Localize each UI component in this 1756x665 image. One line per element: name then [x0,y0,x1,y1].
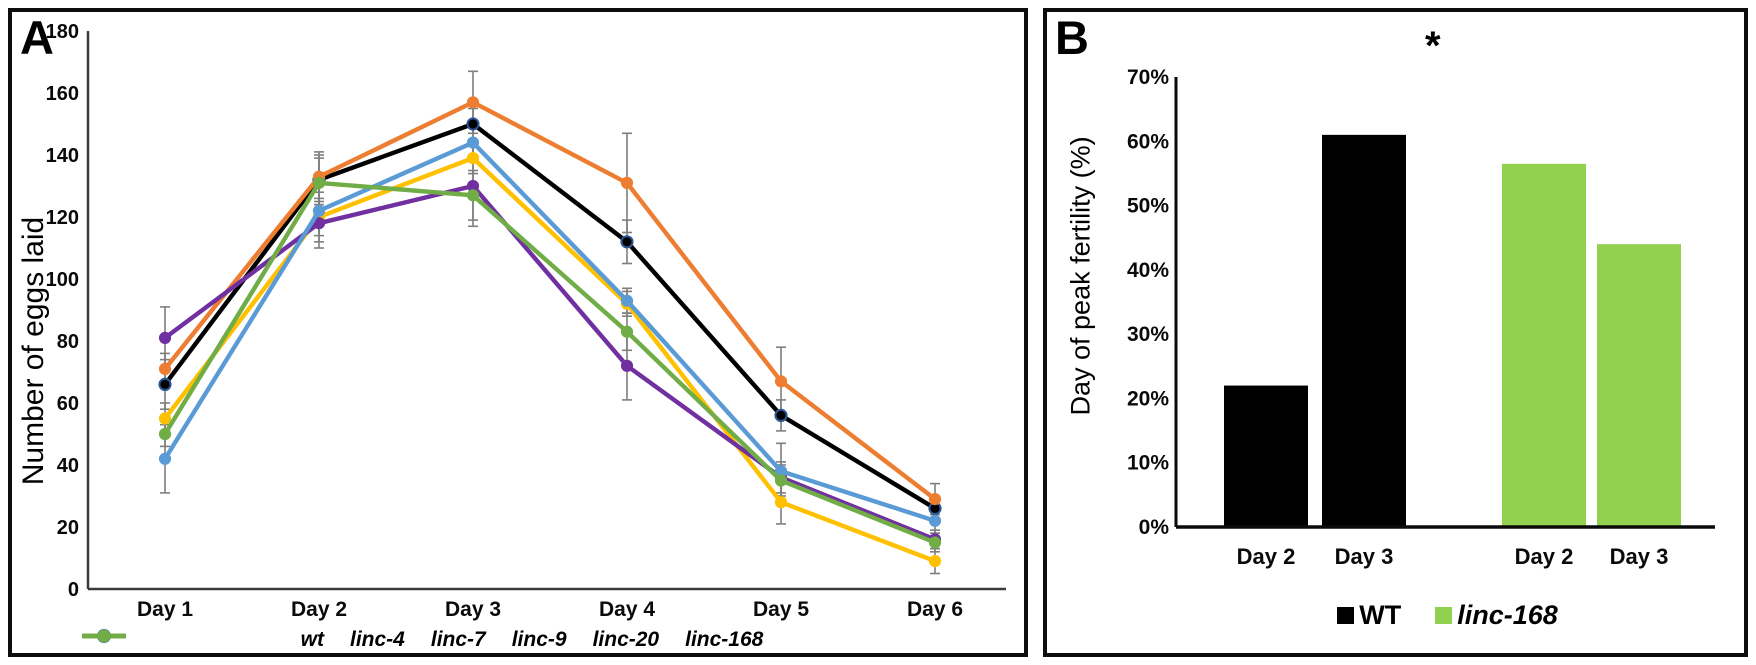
legend-marker-icon [82,629,126,643]
y-tick-label: 120 [46,207,79,229]
y-tick-label: 50% [1127,195,1169,218]
data-point-linc-4 [620,176,634,189]
data-point-linc-4 [774,375,788,388]
data-point-linc-168 [774,474,788,487]
bar-linc-168-day-3 [1597,244,1681,527]
series-line-linc-168 [162,180,938,545]
legend-item-linc-7: linc-7 [82,628,486,652]
bar-wt-day-2 [1224,385,1308,527]
series-line-wt [162,121,938,511]
series-line-linc-4 [162,100,938,502]
y-tick-label: 20 [57,517,79,539]
legend-label: linc-4 [350,628,405,651]
y-tick-label: 0 [68,579,79,601]
data-point-linc-4 [928,493,942,506]
line-chart-svg: 0 20 40 60 80 100 120 140 160 180 Day 1 Day 2 Day 3 D… [46,21,1006,621]
legend-label: wt [300,628,324,651]
x-tick-label: Day 2 [1237,544,1296,569]
x-tick-label: Day 4 [599,598,655,621]
bar-chart-svg: 0% 10% 20% 30% 40% 50% 60% 70% Day 2 Day 3 Day 2 Da… [1127,66,1715,569]
y-tick-label: 100 [46,269,79,291]
data-point-linc-20 [466,136,480,149]
legend-label: linc-7 [430,628,486,651]
legend-item-wt: WT [1337,600,1401,631]
panel-b-label: B [1055,11,1089,64]
data-point-wt [466,117,480,131]
x-tick-label: Day 6 [907,598,963,621]
series-line-linc-20 [162,140,938,523]
data-point-wt [620,235,634,249]
y-tick-label: 140 [46,145,79,167]
data-point-linc-168 [312,176,326,189]
x-tick-label: Day 3 [1610,544,1669,569]
legend-label: linc-20 [592,628,660,651]
legend-item-linc-4: linc-4 [82,628,405,652]
panel-b-legend: WT linc-168 [1176,600,1719,631]
data-point-linc-9 [158,331,172,344]
y-tick-label: 20% [1127,387,1169,410]
significance-asterisk: * [1425,24,1441,68]
series-line-linc-9 [162,183,938,542]
legend-label: WT [1359,600,1402,630]
y-tick-label: 60% [1127,130,1169,153]
x-tick-label: Day 2 [291,598,347,621]
data-point-linc-168 [158,427,172,441]
data-point-linc-20 [158,452,172,465]
y-tick-label: 160 [46,83,79,105]
panel-a-label: A [20,11,54,64]
panel-a-legend: wt linc-4 linc-7 linc-9 linc-20 linc-168 [82,628,982,652]
data-point-linc-168 [466,189,480,202]
legend-item-linc-168: linc-168 [1435,600,1558,631]
x-tick-label: Day 3 [445,598,501,621]
x-tick-label: Day 2 [1515,544,1574,569]
bar-linc-168-day-2 [1502,163,1586,528]
data-point-linc-4 [158,362,172,375]
legend-item-wt: wt [82,628,324,652]
legend-item-linc-168: linc-168 [82,628,764,652]
y-tick-label: 30% [1127,323,1169,346]
data-point-linc-168 [928,536,942,549]
data-point-linc-9 [620,359,634,372]
data-point-linc-7 [774,496,788,509]
y-tick-label: 80 [57,331,79,353]
bar-wt-day-3 [1322,134,1406,527]
panel-a: A Number of eggs laid 0 20 40 60 80 100 120 140… [8,8,1028,657]
data-point-linc-7 [466,152,480,165]
data-point-linc-20 [928,514,942,527]
y-tick-label: 60 [57,393,79,415]
legend-label: linc-168 [1457,600,1558,630]
x-tick-label: Day 1 [137,598,193,621]
data-point-linc-20 [312,204,326,217]
legend-swatch-icon [1435,607,1453,624]
legend-swatch-icon [1337,607,1355,624]
data-point-linc-4 [466,96,480,109]
y-tick-label: 40% [1127,259,1169,282]
panel-b: B Day of peak fertility (%) * 0% 10% 20% 30… [1043,8,1748,657]
legend-label: linc-9 [511,628,567,651]
legend-item-linc-9: linc-9 [82,628,567,652]
data-point-linc-168 [620,325,634,338]
data-point-linc-7 [928,555,942,568]
data-point-linc-20 [620,294,634,307]
y-tick-label: 40 [57,455,79,477]
legend-item-linc-20: linc-20 [82,628,660,652]
legend-label: linc-168 [685,628,764,651]
y-tick-label: 0% [1139,516,1170,539]
x-tick-label: Day 3 [1335,544,1394,569]
data-point-wt [774,408,788,422]
data-point-linc-7 [158,412,172,425]
data-point-wt [158,377,172,391]
y-tick-label: 70% [1127,66,1169,89]
x-tick-label: Day 5 [753,598,809,621]
y-tick-label: 180 [46,21,79,43]
y-tick-label: 10% [1127,452,1169,475]
